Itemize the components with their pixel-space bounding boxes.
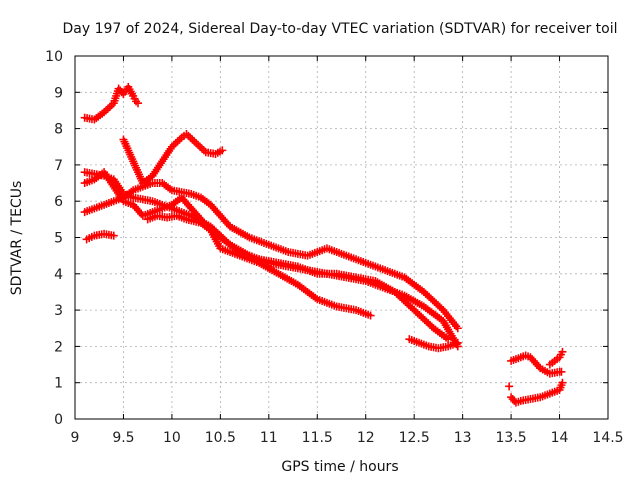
data-point <box>366 311 375 320</box>
series-track-a <box>80 82 142 124</box>
data-point <box>196 142 205 151</box>
y-axis-title: SDTVAR / TECUs <box>9 181 25 296</box>
data-point <box>218 146 227 155</box>
data-point <box>173 137 182 146</box>
data-point <box>505 382 514 391</box>
series-track-f <box>82 229 118 244</box>
data-point <box>558 378 567 387</box>
data-point <box>453 324 462 333</box>
y-tick-label: 1 <box>54 376 63 392</box>
y-tick-label: 10 <box>45 49 63 65</box>
series-track-l <box>505 382 514 391</box>
y-tick-label: 4 <box>54 267 63 283</box>
data-point <box>105 102 114 111</box>
y-tick-label: 3 <box>54 303 63 319</box>
x-tick-label: 11 <box>260 430 278 446</box>
data-point <box>103 104 112 113</box>
data-point <box>109 231 118 240</box>
grid <box>75 56 608 419</box>
data-point <box>194 140 203 149</box>
series-track-g <box>143 211 453 344</box>
y-tick-label: 8 <box>54 122 63 138</box>
x-tick-label: 13 <box>454 430 472 446</box>
x-tick-label: 9.5 <box>112 430 134 446</box>
series-track-b <box>119 130 227 188</box>
series-track-h <box>405 335 462 353</box>
data-point <box>133 99 142 108</box>
x-tick-label: 9 <box>71 430 80 446</box>
y-tick-label: 6 <box>54 194 63 210</box>
series-track-k <box>545 347 567 369</box>
data-point <box>534 362 543 371</box>
x-tick-label: 11.5 <box>302 430 333 446</box>
data-point <box>453 338 462 347</box>
data-point <box>184 131 193 140</box>
x-axis-title: GPS time / hours <box>281 459 398 475</box>
y-tick-label: 2 <box>54 339 63 355</box>
x-tick-label: 13.5 <box>496 430 527 446</box>
data-point <box>171 139 180 148</box>
data-point <box>558 347 567 356</box>
data-point <box>190 137 199 146</box>
data-points <box>80 82 567 407</box>
chart-title: Day 197 of 2024, Sidereal Day-to-day VTE… <box>62 21 617 37</box>
x-tick-label: 14 <box>551 430 569 446</box>
x-tick-label: 12.5 <box>399 430 430 446</box>
data-point <box>186 133 195 142</box>
x-tick-label: 10 <box>163 430 181 446</box>
data-point <box>557 367 566 376</box>
series-track-j <box>507 378 567 407</box>
y-tick-label: 7 <box>54 158 63 174</box>
data-point <box>188 135 197 144</box>
data-point <box>197 144 206 153</box>
axis-ticks: 9 9.5 10 10.5 11 11.5 12 12.5 13 13.5 14 14.5012345… <box>45 49 623 446</box>
x-tick-label: 12 <box>357 430 375 446</box>
y-tick-label: 0 <box>54 412 63 428</box>
y-tick-label: 5 <box>54 231 63 247</box>
data-point <box>175 135 184 144</box>
series-track-i <box>507 351 566 378</box>
data-point <box>192 139 201 148</box>
data-point <box>444 335 453 344</box>
y-tick-label: 9 <box>54 85 63 101</box>
x-tick-label: 10.5 <box>205 430 236 446</box>
x-tick-label: 14.5 <box>592 430 623 446</box>
